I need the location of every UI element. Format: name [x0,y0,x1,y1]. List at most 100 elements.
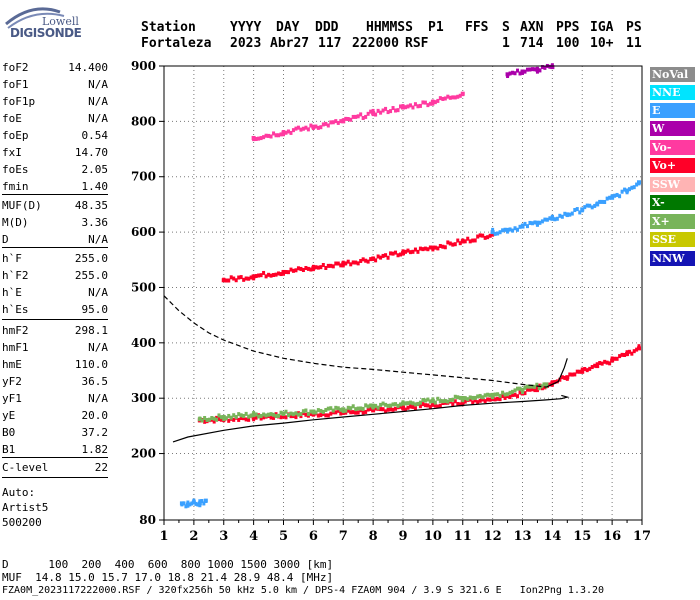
trace-point [381,253,385,258]
trace-marker [401,401,405,406]
trace-point [264,133,268,138]
trace-point [441,96,445,101]
x-tick-label: 12 [484,529,502,544]
trace-point [274,414,278,419]
trace-point [229,275,233,280]
trace-point [301,268,305,273]
trace-point [433,400,437,405]
trace-point [453,242,457,247]
trace-point [356,114,360,119]
header-label: AXN [520,20,544,35]
x-tick-label: 7 [339,529,348,544]
trace-point [306,266,310,271]
trace-point [319,413,323,418]
trace-point [286,129,290,134]
divider [2,247,108,248]
trace-point [284,270,288,275]
trace-point [254,412,258,417]
y-tick-label: 700 [131,170,156,184]
trace-point [359,258,363,263]
trace-point [205,418,209,423]
trace-marker [565,212,570,217]
trace-point [426,247,430,252]
trace-point [394,108,398,113]
trace-marker [281,130,286,135]
trace-marker [341,407,346,412]
trace-point [267,133,271,138]
trace-point [244,411,248,416]
auto-code: 500200 [2,516,42,529]
trace-point [578,210,582,215]
trace-point [403,249,407,254]
trace-point [411,249,415,254]
trace-point [229,415,233,420]
trace-point [483,393,487,398]
trace-point [438,403,442,408]
trace-point [438,96,442,101]
trace-point [585,203,589,208]
header-label: DAY [276,20,300,35]
trace-point [525,67,529,72]
trace-point [535,382,539,387]
x-tick-label: 10 [424,529,442,544]
trace-point [331,120,335,125]
trace-point [511,389,515,394]
trace-point [613,193,617,198]
trace-point [540,219,544,224]
trace-point [316,265,320,270]
trace-point [326,123,330,128]
trace-marker [401,405,405,410]
trace-point [351,410,355,415]
trace-point [259,416,263,421]
trace-marker [595,202,600,207]
trace-point [374,112,378,117]
trace-point [227,418,231,423]
trace-point [423,398,427,403]
trace-point [379,110,383,115]
trace-point [443,245,447,250]
trace-point [334,405,338,410]
trace-point [344,261,348,266]
trace-point [203,416,207,421]
x-tick-label: 9 [398,529,407,544]
trace-point [354,407,358,412]
trace-point [269,415,273,420]
trace-point [274,133,278,138]
trace-point [630,185,634,190]
trace-point [525,224,529,229]
trace-point [573,208,577,213]
trace-point [396,253,400,258]
trace-point [615,192,619,197]
trace-point [518,224,522,229]
chart-curves [163,295,570,443]
trace-point [578,369,582,374]
trace-point [212,416,216,421]
header-value: 2023 [230,36,262,51]
trace-point [627,349,631,354]
trace-point [530,221,534,226]
trace-marker [505,227,510,232]
trace-point [354,114,358,119]
trace-point [304,125,308,130]
footer-distance-row: D 100 200 400 600 800 1000 1500 3000 [km… [2,558,334,571]
trace-point [436,98,440,103]
auto-label: Auto: [2,486,36,499]
trace-marker [625,351,630,356]
trace-point [406,405,410,410]
trace-point [583,205,587,210]
trace-point [339,263,343,268]
trace-point [413,102,417,107]
trace-point [518,390,522,395]
trace-point [326,413,330,418]
trace-point [598,360,602,365]
trace-point [329,406,333,411]
trace-point [516,68,520,73]
x-tick-label: 8 [369,529,378,544]
trace-point [498,393,502,398]
ionogram-chart: 1 2 3 4 5 6 7 8 9 10 11 12 13 14 15 16 17802003004005006… [131,59,651,544]
header-label: YYYY [230,20,262,35]
trace-point [227,278,231,283]
trace-point [446,94,450,99]
trace-point [257,414,261,419]
trace-point [391,251,395,256]
